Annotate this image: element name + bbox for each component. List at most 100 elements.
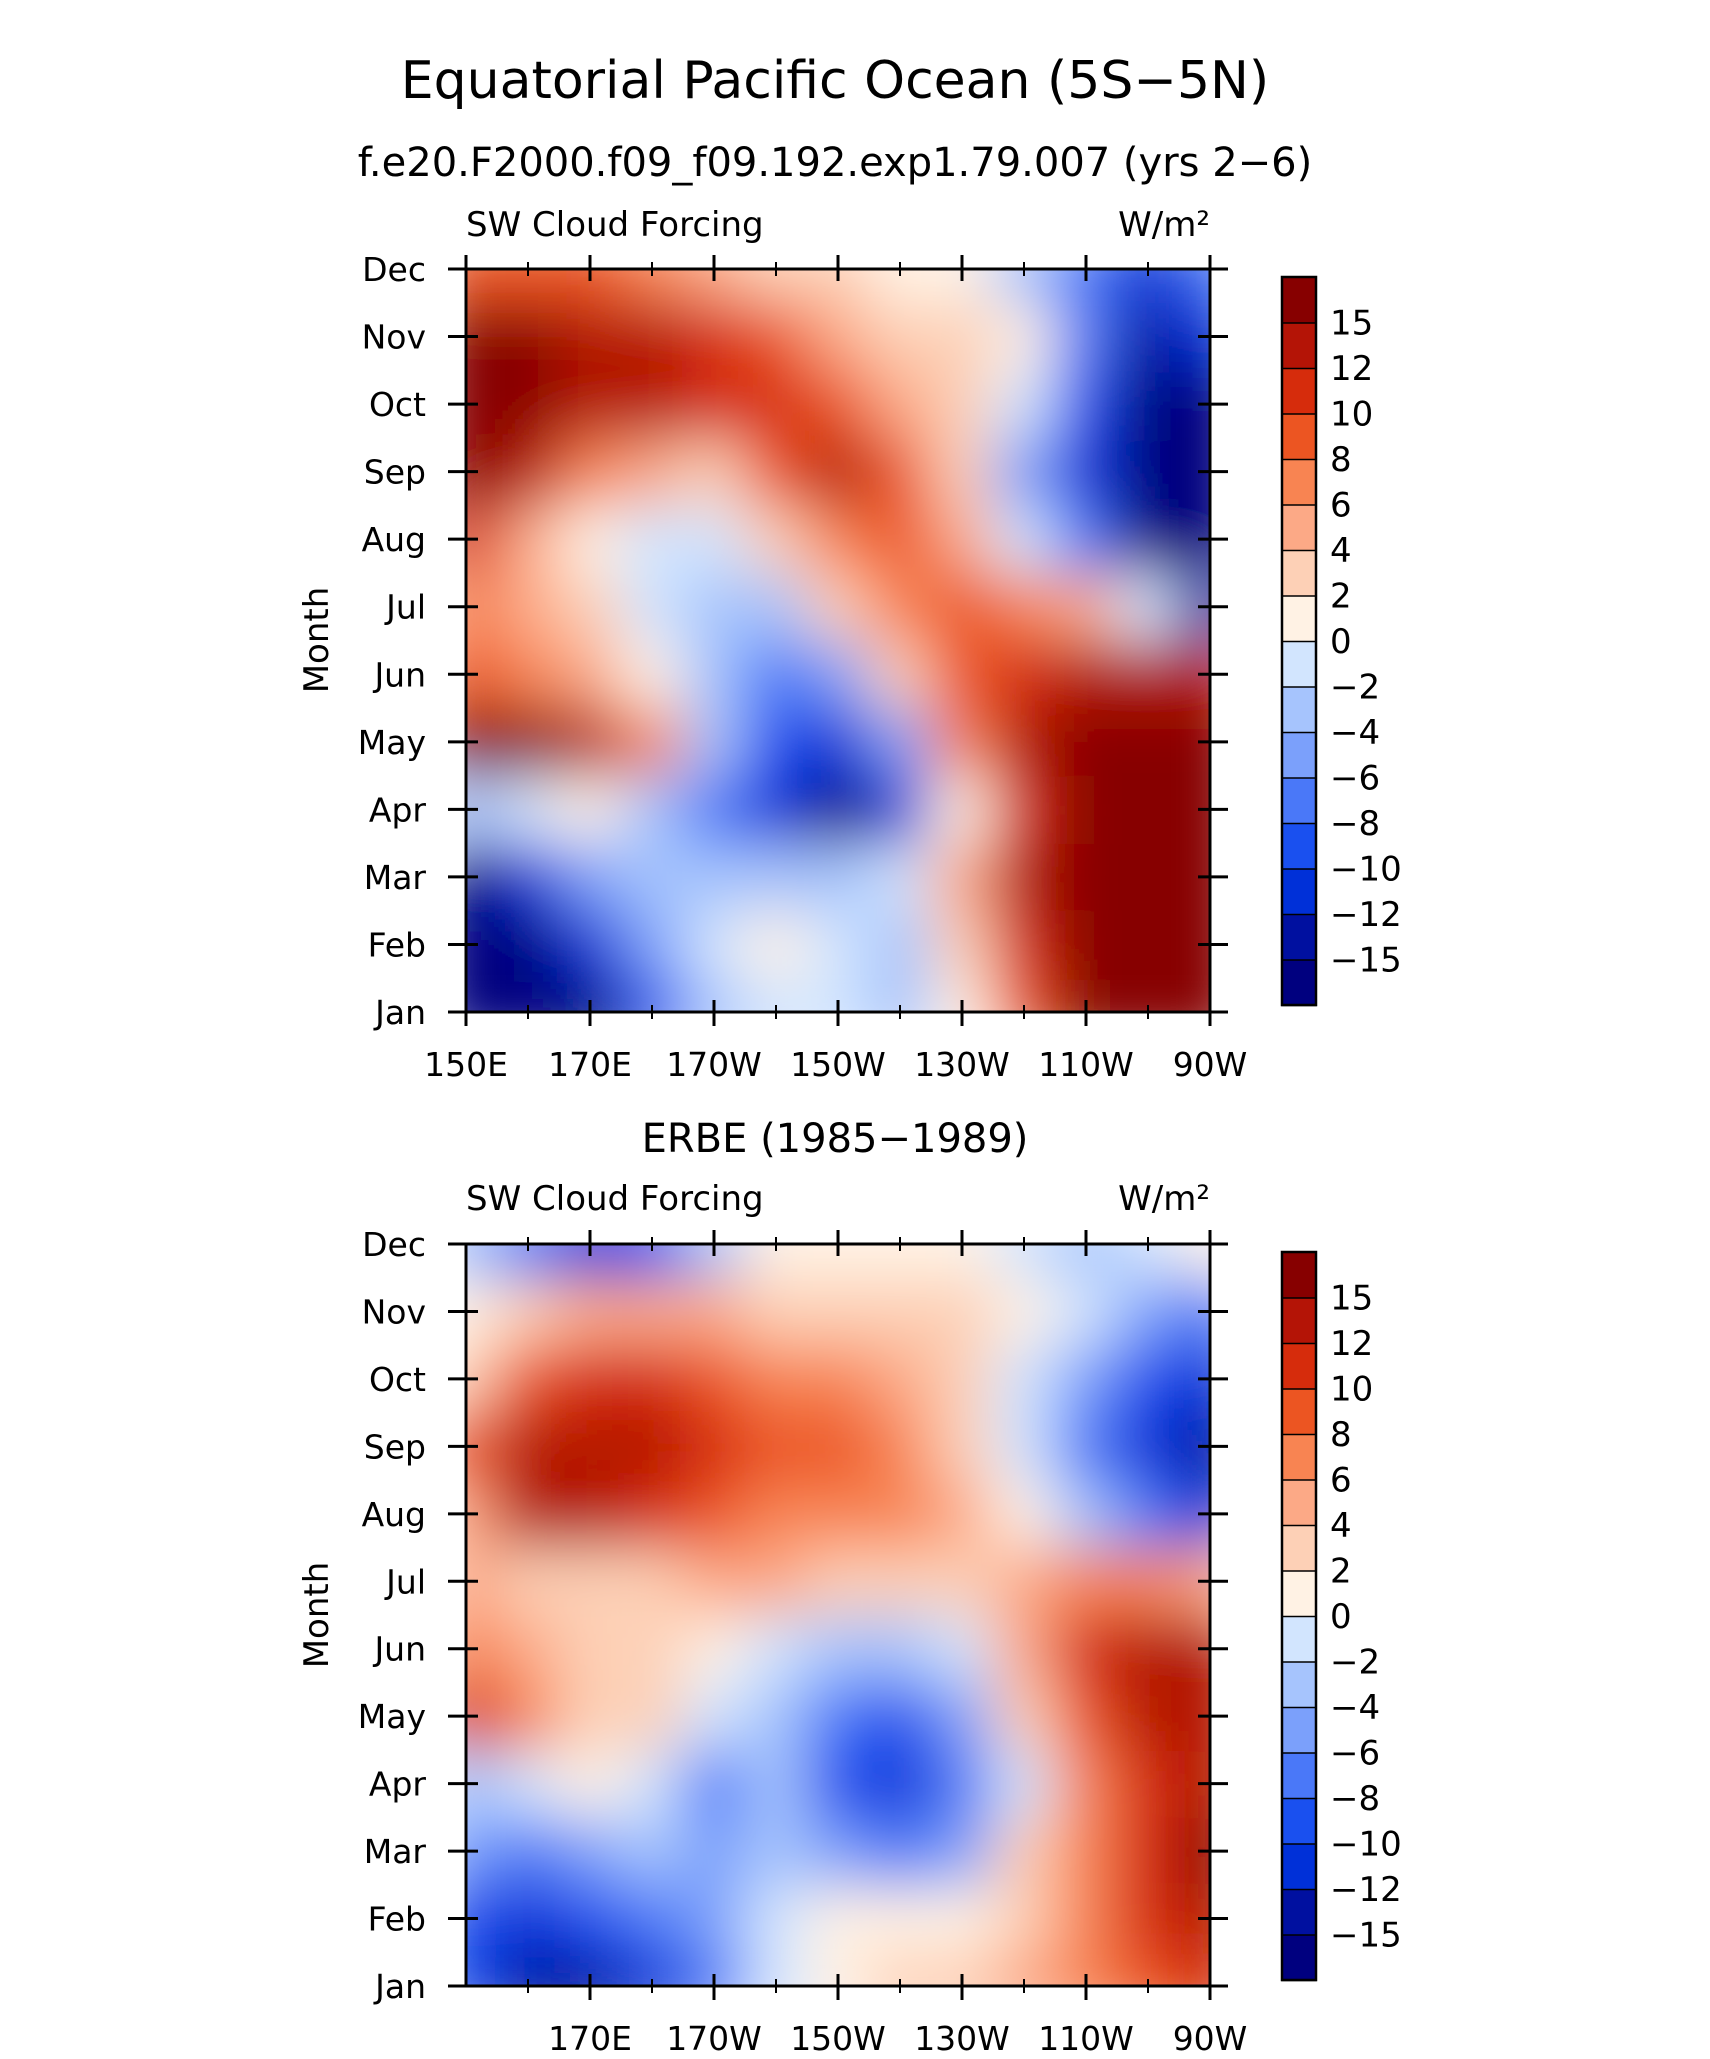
heatmap-cell <box>806 909 870 980</box>
heatmap-cell <box>868 1614 932 1684</box>
colorbar-swatch <box>1281 1933 1317 1982</box>
heatmap-cell <box>806 1344 870 1414</box>
heatmap-cell <box>1178 1951 1210 1986</box>
colorbar-label: 4 <box>1330 531 1352 571</box>
heatmap-cell <box>682 639 746 709</box>
heatmap-cell <box>806 1816 870 1886</box>
panel-model-title: f.e20.F2000.f09_f09.192.exp1.79.007 (yrs… <box>358 140 1312 186</box>
heatmap-cell <box>1116 1681 1180 1751</box>
colorbar-swatch <box>1281 367 1317 415</box>
heatmap-cell <box>1054 1614 1118 1684</box>
colorbar-label: 0 <box>1330 622 1352 662</box>
colorbar-label: 8 <box>1330 1415 1352 1455</box>
y-tick-label: May <box>358 723 426 762</box>
heatmap-cell <box>682 436 746 507</box>
heatmap-cell <box>620 369 684 439</box>
heatmap-cell <box>558 1479 622 1549</box>
heatmap-cell <box>496 1614 560 1684</box>
heatmap-cell <box>558 1883 622 1954</box>
colorbar-label: −12 <box>1330 1870 1402 1910</box>
heatmap-cell <box>558 572 622 642</box>
heatmap-cell <box>620 1276 684 1347</box>
heatmap-cell <box>868 707 932 777</box>
heatmap-cell <box>1054 1479 1118 1549</box>
colorbar-swatch <box>1281 1842 1317 1891</box>
heatmap-cell <box>466 1951 498 1986</box>
y-tick-label: Sep <box>364 1427 426 1466</box>
heatmap-cell <box>1116 1883 1180 1954</box>
colorbar-label: 6 <box>1330 486 1352 526</box>
heatmap-cell <box>992 1748 1056 1819</box>
heatmap-cell <box>744 639 808 709</box>
heatmap-cell <box>1116 1344 1180 1414</box>
heatmap-cell <box>682 1883 746 1954</box>
heatmap-cell <box>620 1411 684 1482</box>
y-tick-label: Jan <box>373 993 426 1032</box>
colorbar-label: −2 <box>1330 668 1380 708</box>
colorbar-label: 12 <box>1330 1324 1373 1364</box>
heatmap-cell <box>1054 572 1118 642</box>
colorbar-swatch <box>1281 640 1317 688</box>
heatmap-cell <box>1116 909 1180 980</box>
heatmap-cell <box>992 909 1056 980</box>
heatmap-cell <box>1116 1479 1180 1549</box>
colorbar-swatch <box>1281 276 1317 324</box>
heatmap-cell <box>682 774 746 845</box>
heatmap-cell <box>558 1748 622 1819</box>
heatmap-cell <box>930 639 994 709</box>
panel-model-axes: Jan Feb Mar Apr May Jun Jul Aug Sep Oct Nov Dec 150E… <box>358 250 1248 1084</box>
heatmap-cell <box>682 909 746 980</box>
heatmap-cell <box>1116 1816 1180 1886</box>
colorbar-label: −6 <box>1330 1734 1380 1774</box>
colorbar-swatch <box>1281 867 1317 916</box>
heatmap-cell <box>620 842 684 912</box>
heatmap-cell <box>992 1883 1056 1954</box>
colorbar-swatch <box>1281 1296 1317 1345</box>
heatmap-cell <box>620 1614 684 1684</box>
heatmap-cell <box>744 301 808 372</box>
heatmap-cell <box>1054 1276 1118 1347</box>
heatmap-cell <box>1054 1816 1118 1886</box>
heatmap-cell <box>1054 707 1118 777</box>
heatmap-cell <box>558 1614 622 1684</box>
heatmap-cell <box>806 572 870 642</box>
y-tick-label: Nov <box>362 318 426 357</box>
heatmap-cell <box>682 369 746 439</box>
colorbar-label: −8 <box>1330 804 1380 844</box>
heatmap-cell <box>992 1614 1056 1684</box>
heatmap-cell <box>930 301 994 372</box>
heatmap-cell <box>558 707 622 777</box>
panel-obs-title: ERBE (1985−1989) <box>642 1116 1029 1162</box>
panel-obs: ERBE (1985−1989) SW Cloud Forcing W/m² M… <box>297 1116 1402 2058</box>
heatmap-cell <box>744 842 808 912</box>
y-tick-label: Dec <box>362 1225 426 1264</box>
heatmap-cell <box>1178 1244 1210 1279</box>
y-tick-label: Feb <box>368 1900 426 1939</box>
heatmap-cell <box>1116 504 1180 574</box>
heatmap-cell <box>744 572 808 642</box>
heatmap-cell <box>558 774 622 845</box>
x-tick-label: 110W <box>1038 2019 1134 2058</box>
heatmap-cell <box>744 1614 808 1684</box>
panel-model-ylabel: Month <box>297 587 337 694</box>
heatmap-cell <box>1116 1614 1180 1684</box>
heatmap-cell <box>620 1816 684 1886</box>
colorbar-swatch <box>1281 1433 1317 1481</box>
colorbar-label: −8 <box>1330 1779 1380 1819</box>
heatmap-cell <box>992 774 1056 845</box>
heatmap-cell <box>868 639 932 709</box>
colorbar-swatch <box>1281 913 1317 961</box>
heatmap-cell <box>466 1244 498 1279</box>
heatmap-cell <box>1054 1681 1118 1751</box>
colorbar-swatch <box>1281 1797 1317 1845</box>
colorbar-label: −15 <box>1330 1916 1402 1956</box>
heatmap-cell <box>558 436 622 507</box>
heatmap-cell <box>620 1344 684 1414</box>
heatmap-cell <box>1054 1546 1118 1616</box>
heatmap-cell <box>806 842 870 912</box>
heatmap-cell <box>496 369 560 439</box>
heatmap-cell <box>868 1344 932 1414</box>
colorbar-swatch <box>1281 1751 1317 1800</box>
heatmap-cell <box>744 1479 808 1549</box>
heatmap-cell <box>930 1479 994 1549</box>
